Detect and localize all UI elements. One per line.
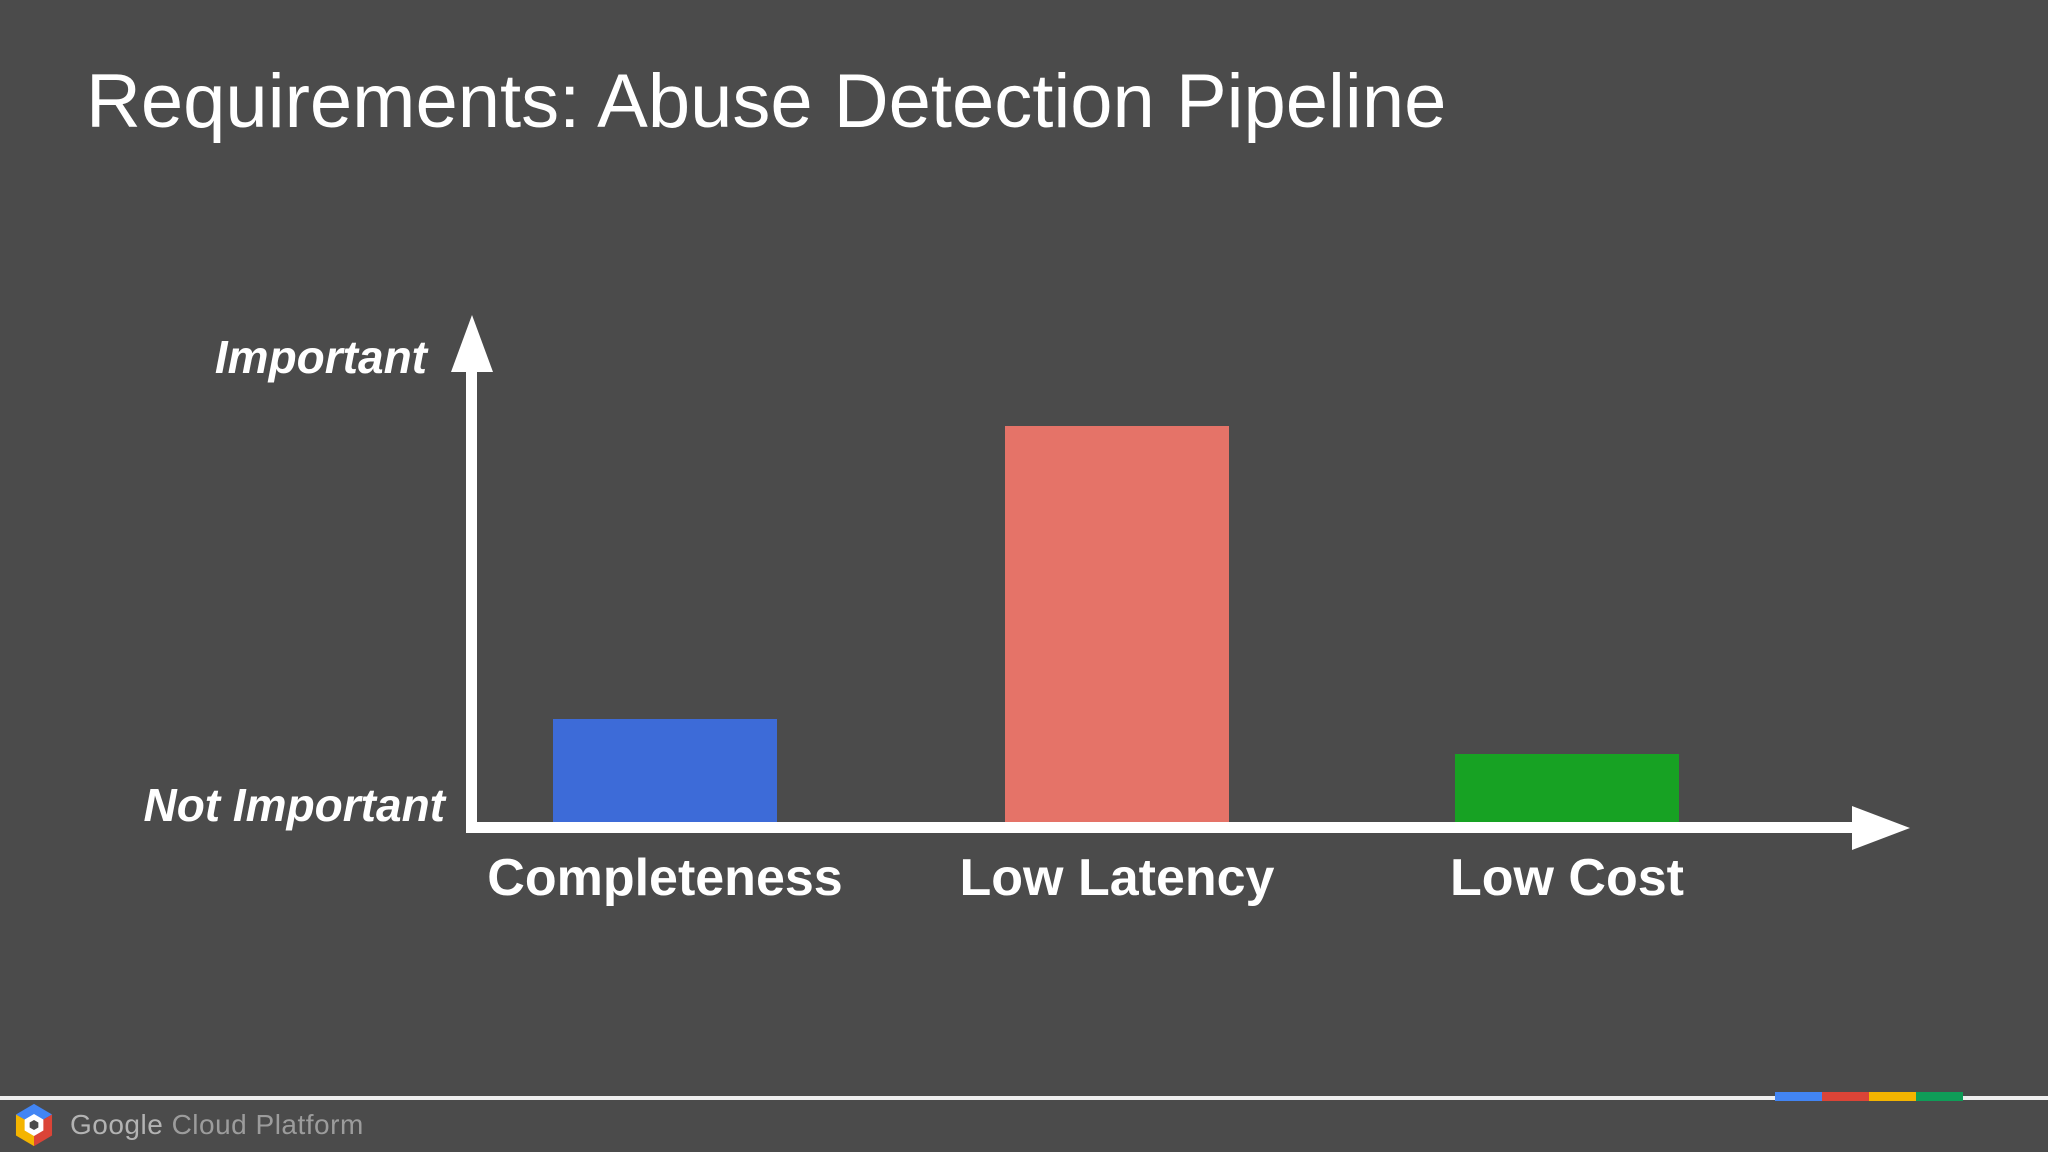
strip-green [1916,1092,1963,1101]
footer-brand: Google Cloud Platform [12,1102,364,1148]
google-color-strip [1775,1092,1963,1101]
x-axis-line [466,822,1856,833]
strip-red [1822,1092,1869,1101]
logo-hole [29,1119,39,1131]
y-axis-line [466,340,477,833]
brand-cloud-platform: Cloud Platform [163,1109,364,1140]
y-axis-label-important: Important [214,331,427,383]
bar-low-cost [1455,754,1679,825]
category-label-completeness: Completeness [487,849,843,907]
strip-blue [1775,1092,1822,1101]
footer-divider [0,1096,2048,1100]
google-cloud-platform-logo-icon [15,1103,53,1147]
x-axis-arrow-icon [1852,806,1910,850]
brand-google: Google [70,1109,164,1140]
category-label-low-latency: Low Latency [959,849,1275,907]
category-label-low-cost: Low Cost [1450,849,1684,907]
y-axis-arrow-icon [451,315,493,372]
y-axis-label-not-important: Not Important [143,779,445,831]
page-title: Requirements: Abuse Detection Pipeline [86,59,1447,144]
bar-completeness [553,719,777,825]
bar-low-latency [1005,426,1229,825]
strip-yellow [1869,1092,1916,1101]
footer-brand-text: Google Cloud Platform [70,1109,364,1141]
